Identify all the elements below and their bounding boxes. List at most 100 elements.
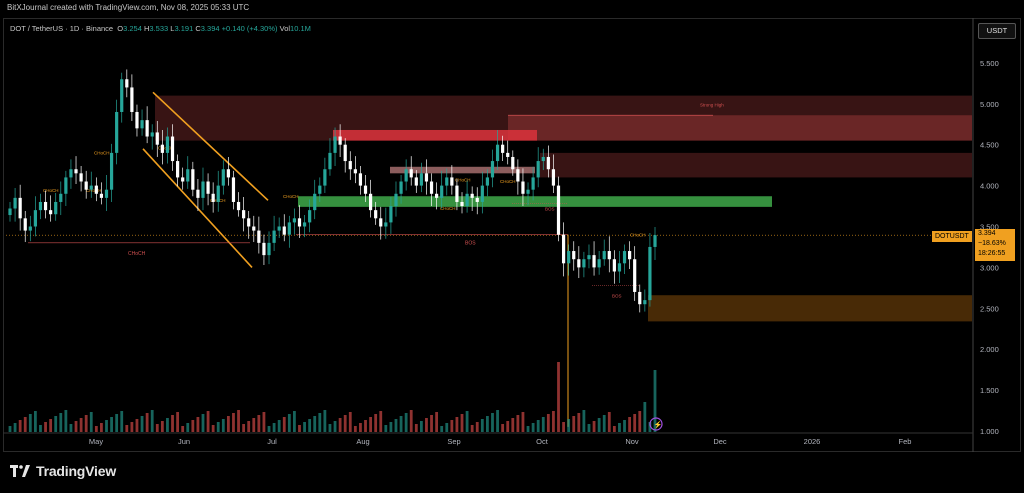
candle-body[interactable] [424,173,429,182]
candle-body[interactable] [475,197,479,202]
candle-body[interactable] [104,189,109,198]
tradingview-logo[interactable]: TradingView [10,463,116,479]
candle-body[interactable] [313,193,317,211]
candle-body[interactable] [297,218,302,227]
resistance-band[interactable] [540,152,972,178]
candle-body[interactable] [226,169,230,178]
demand-zone[interactable] [648,295,972,322]
candle-body[interactable] [38,201,43,211]
candle-body[interactable] [567,251,571,264]
candle-body[interactable] [257,230,261,243]
candle-body[interactable] [308,210,312,223]
candle-body[interactable] [170,136,175,162]
candle-body[interactable] [429,181,434,194]
lightning-icon[interactable] [649,417,663,431]
candle-body[interactable] [69,169,73,178]
candle-body[interactable] [460,201,464,207]
candle-body[interactable] [79,173,83,182]
supply-zone-strong-high[interactable] [508,115,972,141]
candle-body[interactable] [302,222,307,227]
candle-body[interactable] [572,251,576,260]
candle-body[interactable] [577,259,581,268]
candle-body[interactable] [643,300,647,305]
candle-body[interactable] [196,189,200,198]
candle-body[interactable] [165,136,170,153]
candle-body[interactable] [445,177,449,186]
candle-body[interactable] [521,181,525,194]
candle-body[interactable] [33,210,37,227]
candle-body[interactable] [368,193,373,211]
candle-body[interactable] [541,156,545,162]
candle-body[interactable] [236,201,241,211]
candle-body[interactable] [150,132,154,137]
candle-body[interactable] [120,79,124,112]
candle-body[interactable] [181,177,185,182]
candle-body[interactable] [348,161,352,170]
candle-body[interactable] [343,144,347,162]
candle-body[interactable] [450,177,454,186]
candle-body[interactable] [252,226,256,231]
candle-body[interactable] [379,218,383,227]
candle-body[interactable] [374,210,378,219]
candle-body[interactable] [54,201,58,215]
candle-body[interactable] [551,169,556,186]
candle-body[interactable] [633,259,637,292]
candle-body[interactable] [23,218,27,231]
candle-body[interactable] [43,201,48,211]
candle-body[interactable] [531,177,535,190]
currency-button[interactable]: USDT [978,23,1016,39]
candle-body[interactable] [18,197,22,219]
candle-body[interactable] [561,234,566,264]
candle-body[interactable] [470,193,474,198]
candle-body[interactable] [384,222,388,227]
candle-body[interactable] [399,181,403,194]
candle-body[interactable] [64,177,68,194]
candle-body[interactable] [84,181,88,190]
candle-body[interactable] [338,136,342,145]
candle-body[interactable] [135,111,139,129]
candle-body[interactable] [99,193,104,198]
candle-body[interactable] [231,177,236,202]
candle-body[interactable] [495,144,500,162]
candle-body[interactable] [8,208,12,216]
candle-body[interactable] [607,251,611,260]
candle-body[interactable] [465,193,469,207]
candle-body[interactable] [318,185,322,194]
candle-body[interactable] [109,152,114,190]
candle-body[interactable] [582,259,586,268]
candle-body[interactable] [323,169,327,186]
candle-body[interactable] [592,255,596,268]
candle-body[interactable] [89,185,93,190]
candle-body[interactable] [435,193,439,198]
candle-body[interactable] [648,246,652,301]
candle-body[interactable] [501,144,505,153]
candle-body[interactable] [140,120,144,129]
candle-body[interactable] [587,255,591,260]
candle-body[interactable] [328,152,332,170]
candle-body[interactable] [617,263,622,272]
candle-body[interactable] [358,173,363,186]
candle-body[interactable] [409,169,413,178]
candle-body[interactable] [455,185,459,202]
candle-body[interactable] [536,161,540,178]
candle-body[interactable] [145,120,149,137]
candle-body[interactable] [216,185,220,202]
candle-body[interactable] [394,193,398,207]
candle-body[interactable] [206,181,210,194]
candle-body[interactable] [638,291,642,305]
candle-body[interactable] [419,173,423,186]
candle-body[interactable] [389,206,393,223]
candle-body[interactable] [130,87,134,112]
supply-zone-upper[interactable] [155,95,972,141]
candle-body[interactable] [272,230,276,243]
candle-body[interactable] [404,169,408,182]
candle-body[interactable] [262,242,266,256]
candle-body[interactable] [506,152,510,157]
candle-body[interactable] [287,222,291,235]
candle-body[interactable] [175,161,180,178]
candle-body[interactable] [247,218,251,227]
candle-body[interactable] [292,218,297,223]
candle-body[interactable] [485,177,490,186]
candle-body[interactable] [242,210,246,219]
